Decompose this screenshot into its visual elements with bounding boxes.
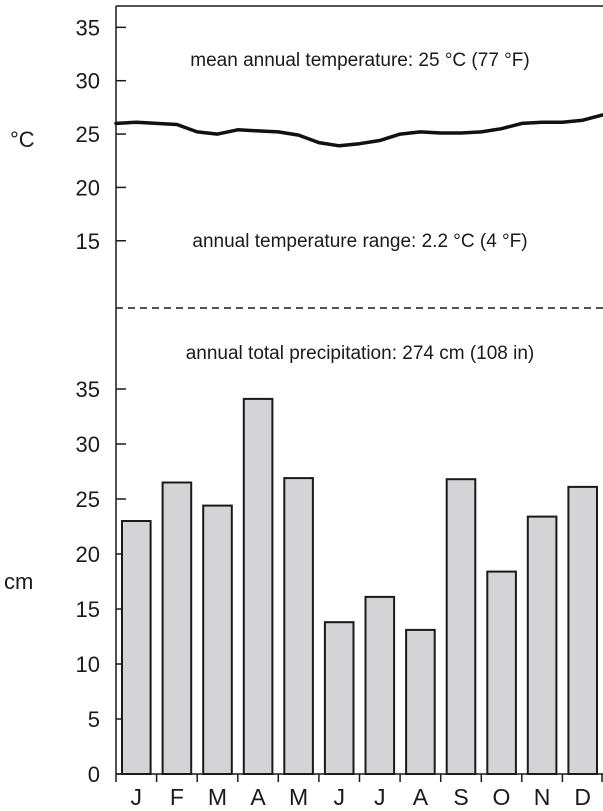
month-label: J — [333, 784, 345, 810]
precipitation-bar — [202, 504, 233, 775]
temperature-tick-label: 35 — [76, 15, 100, 40]
precipitation-axis-label: cm — [4, 569, 33, 594]
month-label: N — [534, 784, 551, 810]
month-label: M — [289, 784, 308, 810]
precipitation-bar — [405, 628, 436, 776]
precipitation-bars — [121, 397, 599, 776]
temperature-tick-label: 15 — [76, 229, 100, 254]
precipitation-bar — [445, 478, 477, 775]
precipitation-bar — [486, 570, 517, 775]
temperature-tick-label: 25 — [76, 122, 100, 147]
temperature-panel: °C 15 20 25 30 35 mean annual temperature: 2… — [10, 15, 603, 254]
month-label: F — [170, 784, 184, 810]
precipitation-bar — [121, 520, 152, 775]
month-label: O — [493, 784, 511, 810]
month-label: M — [208, 784, 227, 810]
precipitation-bar — [567, 485, 599, 775]
precipitation-annotation: annual total precipitation: 274 cm (108 … — [186, 343, 535, 364]
precipitation-tick-label: 20 — [76, 542, 100, 567]
month-label: J — [131, 784, 143, 810]
precipitation-panel: annual total precipitation: 274 cm (108 … — [4, 343, 603, 810]
month-label: D — [574, 784, 591, 810]
month-label: S — [453, 784, 468, 810]
precipitation-bar — [323, 621, 355, 776]
month-label: A — [413, 784, 429, 810]
precipitation-bar — [526, 515, 558, 775]
precipitation-tick-label: 25 — [76, 487, 100, 512]
temperature-tick-label: 20 — [76, 175, 100, 200]
precipitation-tick-label: 10 — [76, 652, 100, 677]
precipitation-tick-label: 35 — [76, 377, 100, 402]
precipitation-tick-label: 30 — [76, 432, 100, 457]
temperature-line — [114, 113, 603, 148]
precipitation-bar — [242, 397, 274, 775]
temperature-axis-label: °C — [10, 127, 35, 152]
precipitation-bar — [161, 481, 193, 775]
precipitation-bar — [283, 477, 314, 775]
temperature-range-annotation: annual temperature range: 2.2 °C (4 °F) — [192, 231, 527, 252]
precipitation-tick-label: 5 — [88, 707, 100, 732]
month-label: J — [374, 784, 386, 810]
precipitation-tick-label: 15 — [76, 597, 100, 622]
temperature-tick-label: 30 — [76, 69, 100, 94]
mean-temperature-annotation: mean annual temperature: 25 °C (77 °F) — [190, 50, 529, 71]
precipitation-bar — [364, 595, 396, 776]
precipitation-tick-label: 0 — [88, 762, 100, 787]
month-label: A — [250, 784, 266, 810]
precipitation-ticks: 0 5 10 15 20 25 30 35 — [76, 377, 126, 787]
temperature-ticks: 15 20 25 30 35 — [76, 15, 126, 254]
